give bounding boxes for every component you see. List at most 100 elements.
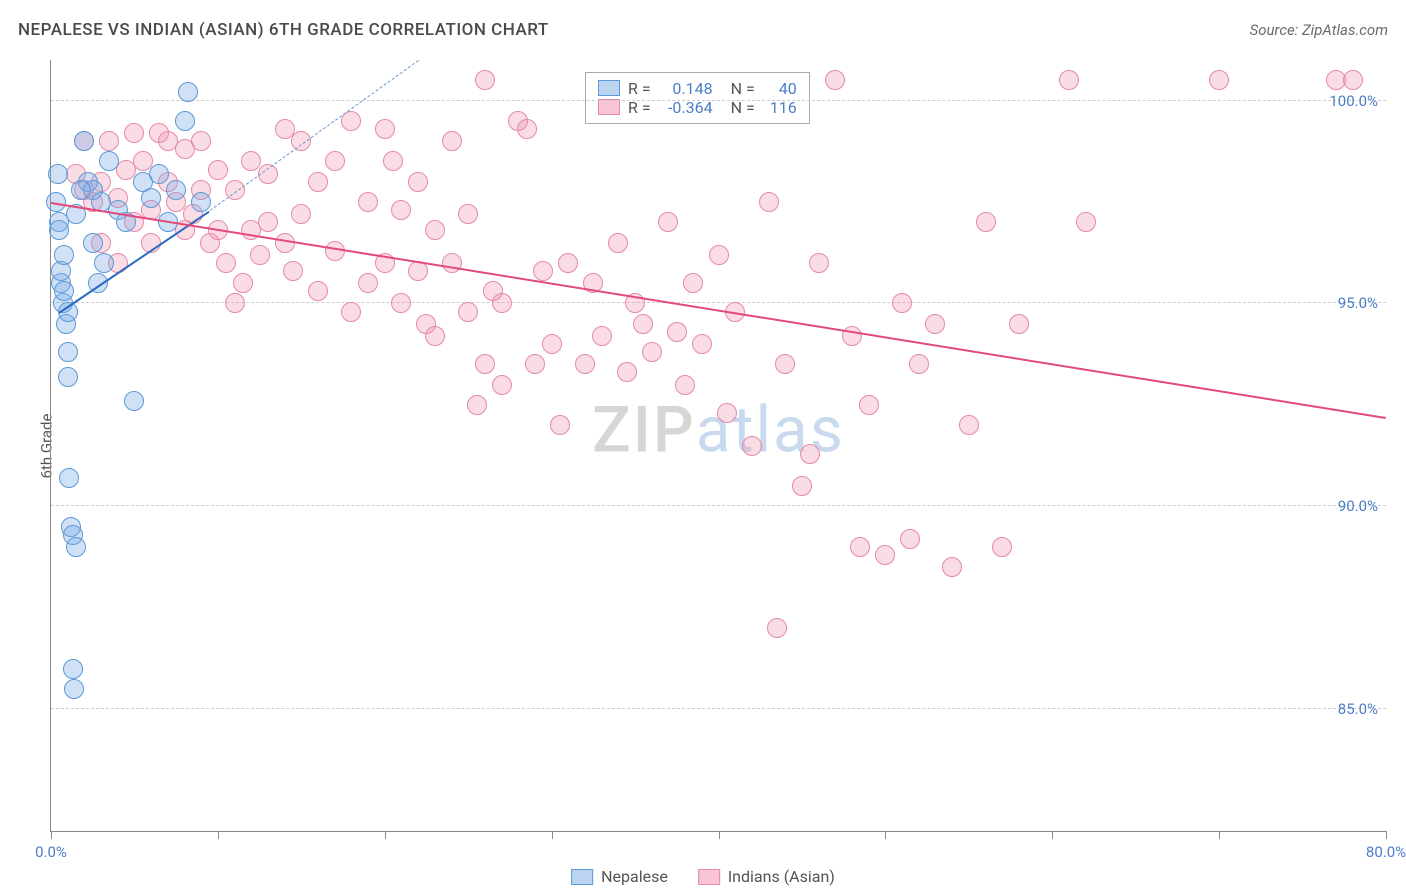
bottom-legend-item: Indians (Asian) <box>698 867 835 886</box>
x-tick-mark <box>552 831 553 839</box>
data-point <box>683 273 703 293</box>
data-point <box>900 529 920 549</box>
data-point <box>976 212 996 232</box>
gridline <box>51 505 1386 506</box>
data-point <box>667 322 687 342</box>
x-tick-mark <box>885 831 886 839</box>
data-point <box>1009 314 1029 334</box>
data-point <box>959 415 979 435</box>
data-point <box>325 151 345 171</box>
data-point <box>58 367 78 387</box>
legend-r-label: R = <box>628 79 651 98</box>
data-point <box>558 253 578 273</box>
data-point <box>391 200 411 220</box>
data-point <box>825 70 845 90</box>
scatter-plot-area: ZIPatlas R =0.148N =40R =-0.364N =116 85… <box>50 60 1386 832</box>
legend-swatch <box>698 869 720 885</box>
data-point <box>191 131 211 151</box>
data-point <box>74 131 94 151</box>
data-point <box>1343 70 1363 90</box>
data-point <box>358 192 378 212</box>
data-point <box>442 253 462 273</box>
data-point <box>141 188 161 208</box>
data-point <box>341 302 361 322</box>
data-point <box>909 354 929 374</box>
trend-line <box>51 202 1386 419</box>
data-point <box>633 314 653 334</box>
y-tick-label: 90.0% <box>1338 497 1378 515</box>
data-point <box>308 281 328 301</box>
data-point <box>94 253 114 273</box>
data-point <box>542 334 562 354</box>
legend-row: R =0.148N =40 <box>598 79 797 98</box>
data-point <box>592 326 612 346</box>
data-point <box>358 273 378 293</box>
bottom-legend-item: Nepalese <box>571 867 668 886</box>
data-point <box>178 82 198 102</box>
chart-title: NEPALESE VS INDIAN (ASIAN) 6TH GRADE COR… <box>18 20 549 40</box>
data-point <box>99 131 119 151</box>
y-tick-label: 95.0% <box>1338 294 1378 312</box>
data-point <box>291 204 311 224</box>
data-point <box>608 233 628 253</box>
data-point <box>83 233 103 253</box>
data-point <box>775 354 795 374</box>
data-point <box>1076 212 1096 232</box>
data-point <box>575 354 595 374</box>
data-point <box>124 391 144 411</box>
data-point <box>875 545 895 565</box>
data-point <box>375 119 395 139</box>
data-point <box>892 293 912 313</box>
data-point <box>175 111 195 131</box>
data-point <box>48 164 68 184</box>
data-point <box>675 375 695 395</box>
data-point <box>467 395 487 415</box>
data-point <box>1209 70 1229 90</box>
data-point <box>59 468 79 488</box>
data-point <box>850 537 870 557</box>
x-tick-mark <box>1219 831 1220 839</box>
data-point <box>617 362 637 382</box>
data-point <box>492 375 512 395</box>
data-point <box>992 537 1012 557</box>
data-point <box>425 220 445 240</box>
data-point <box>63 659 83 679</box>
data-point <box>475 354 495 374</box>
data-point <box>158 131 178 151</box>
data-point <box>149 164 169 184</box>
data-point <box>717 403 737 423</box>
data-point <box>692 334 712 354</box>
data-point <box>49 220 69 240</box>
series-legend: Nepalese Indians (Asian) <box>571 867 835 886</box>
data-point <box>233 273 253 293</box>
data-point <box>800 444 820 464</box>
legend-series-name: Indians (Asian) <box>728 867 835 886</box>
data-point <box>767 618 787 638</box>
data-point <box>208 160 228 180</box>
data-point <box>550 415 570 435</box>
data-point <box>54 245 74 265</box>
data-point <box>642 342 662 362</box>
data-point <box>283 261 303 281</box>
data-point <box>517 119 537 139</box>
x-tick-mark <box>51 831 52 839</box>
x-tick-label: 80.0% <box>1366 843 1406 861</box>
data-point <box>925 314 945 334</box>
data-point <box>458 204 478 224</box>
data-point <box>792 476 812 496</box>
source-label: Source: ZipAtlas.com <box>1250 21 1388 39</box>
data-point <box>942 557 962 577</box>
data-point <box>216 253 236 273</box>
data-point <box>475 70 495 90</box>
legend-r-value: 0.148 <box>659 79 713 98</box>
data-point <box>709 245 729 265</box>
data-point <box>166 180 186 200</box>
data-point <box>442 131 462 151</box>
legend-swatch <box>571 869 593 885</box>
data-point <box>809 253 829 273</box>
data-point <box>225 293 245 313</box>
x-tick-mark <box>1052 831 1053 839</box>
data-point <box>658 212 678 232</box>
data-point <box>308 172 328 192</box>
legend-n-label: N = <box>731 79 755 98</box>
